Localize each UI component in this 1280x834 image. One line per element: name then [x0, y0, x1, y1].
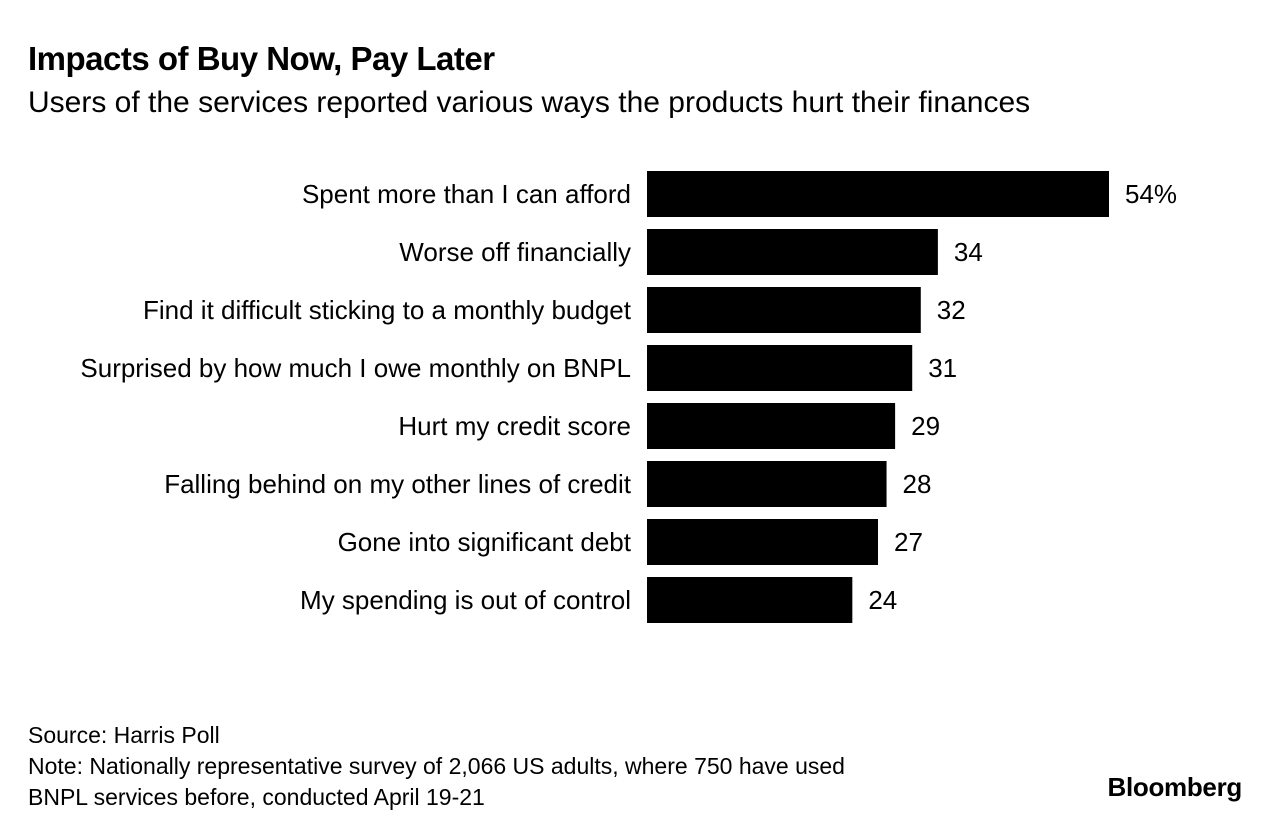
value-label: 27 — [894, 527, 923, 557]
bar — [647, 577, 853, 623]
survey-note-line-1: Note: Nationally representative survey o… — [28, 753, 845, 779]
chart-subtitle: Users of the services reported various w… — [28, 86, 1031, 119]
value-label: 24 — [868, 585, 897, 615]
chart-title: Impacts of Buy Now, Pay Later — [28, 40, 495, 77]
bar — [647, 345, 913, 391]
category-label: Spent more than I can afford — [302, 179, 631, 209]
value-label: 34 — [954, 237, 983, 267]
bar — [647, 171, 1109, 217]
bar — [647, 403, 896, 449]
value-label: 28 — [903, 469, 932, 499]
survey-note-line-2: BNPL services before, conducted April 19… — [28, 784, 485, 810]
bar — [647, 287, 921, 333]
chart-footer: Source: Harris Poll Note: Nationally rep… — [28, 720, 1008, 813]
category-label: My spending is out of control — [300, 585, 631, 615]
bar-chart: Spent more than I can afford 54% Worse off… — [80, 171, 1177, 623]
value-label: 32 — [937, 295, 966, 325]
bar — [647, 229, 938, 275]
bar — [647, 461, 887, 507]
category-label: Hurt my credit score — [398, 411, 631, 441]
category-label: Find it difficult sticking to a monthly … — [143, 295, 632, 325]
category-label: Falling behind on my other lines of cred… — [164, 469, 632, 499]
bar — [647, 519, 878, 565]
category-label: Worse off financially — [399, 237, 631, 267]
value-label: 54% — [1125, 179, 1177, 209]
value-label: 31 — [928, 353, 957, 383]
category-label: Surprised by how much I owe monthly on B… — [80, 353, 631, 383]
bloomberg-logo: Bloomberg — [1107, 772, 1242, 802]
source-note: Source: Harris Poll — [28, 722, 220, 748]
value-label: 29 — [911, 411, 940, 441]
category-label: Gone into significant debt — [338, 527, 632, 557]
